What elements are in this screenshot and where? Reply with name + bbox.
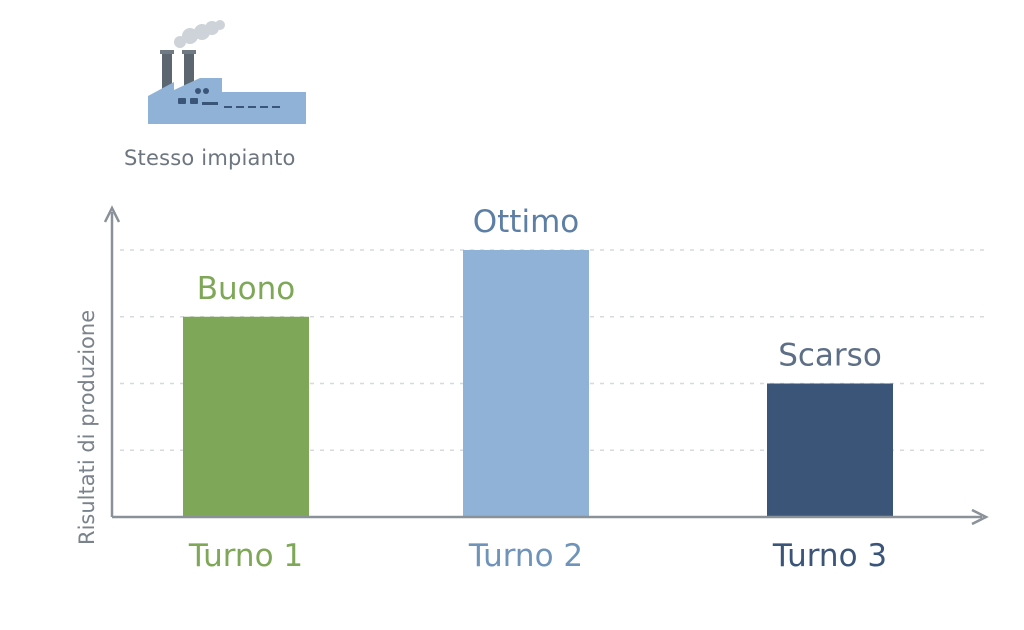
category-label-3: Turno 3 [772,538,887,574]
bar-1 [183,316,309,517]
value-label-2: Ottimo [473,204,580,240]
category-label-1: Turno 1 [188,538,303,574]
x-axis-arrow [971,508,989,526]
axes [103,205,989,526]
y-axis-label: Risultati di produzione [75,310,99,545]
plant-label: Stesso impianto [124,146,296,170]
bars [183,250,893,517]
factory-icon [148,20,306,124]
bar-2 [463,250,589,517]
bar-3 [767,383,893,517]
value-label-1: Buono [197,271,296,307]
y-axis-arrow [103,205,121,223]
category-label-2: Turno 2 [468,538,583,574]
value-label-3: Scarso [778,338,882,374]
